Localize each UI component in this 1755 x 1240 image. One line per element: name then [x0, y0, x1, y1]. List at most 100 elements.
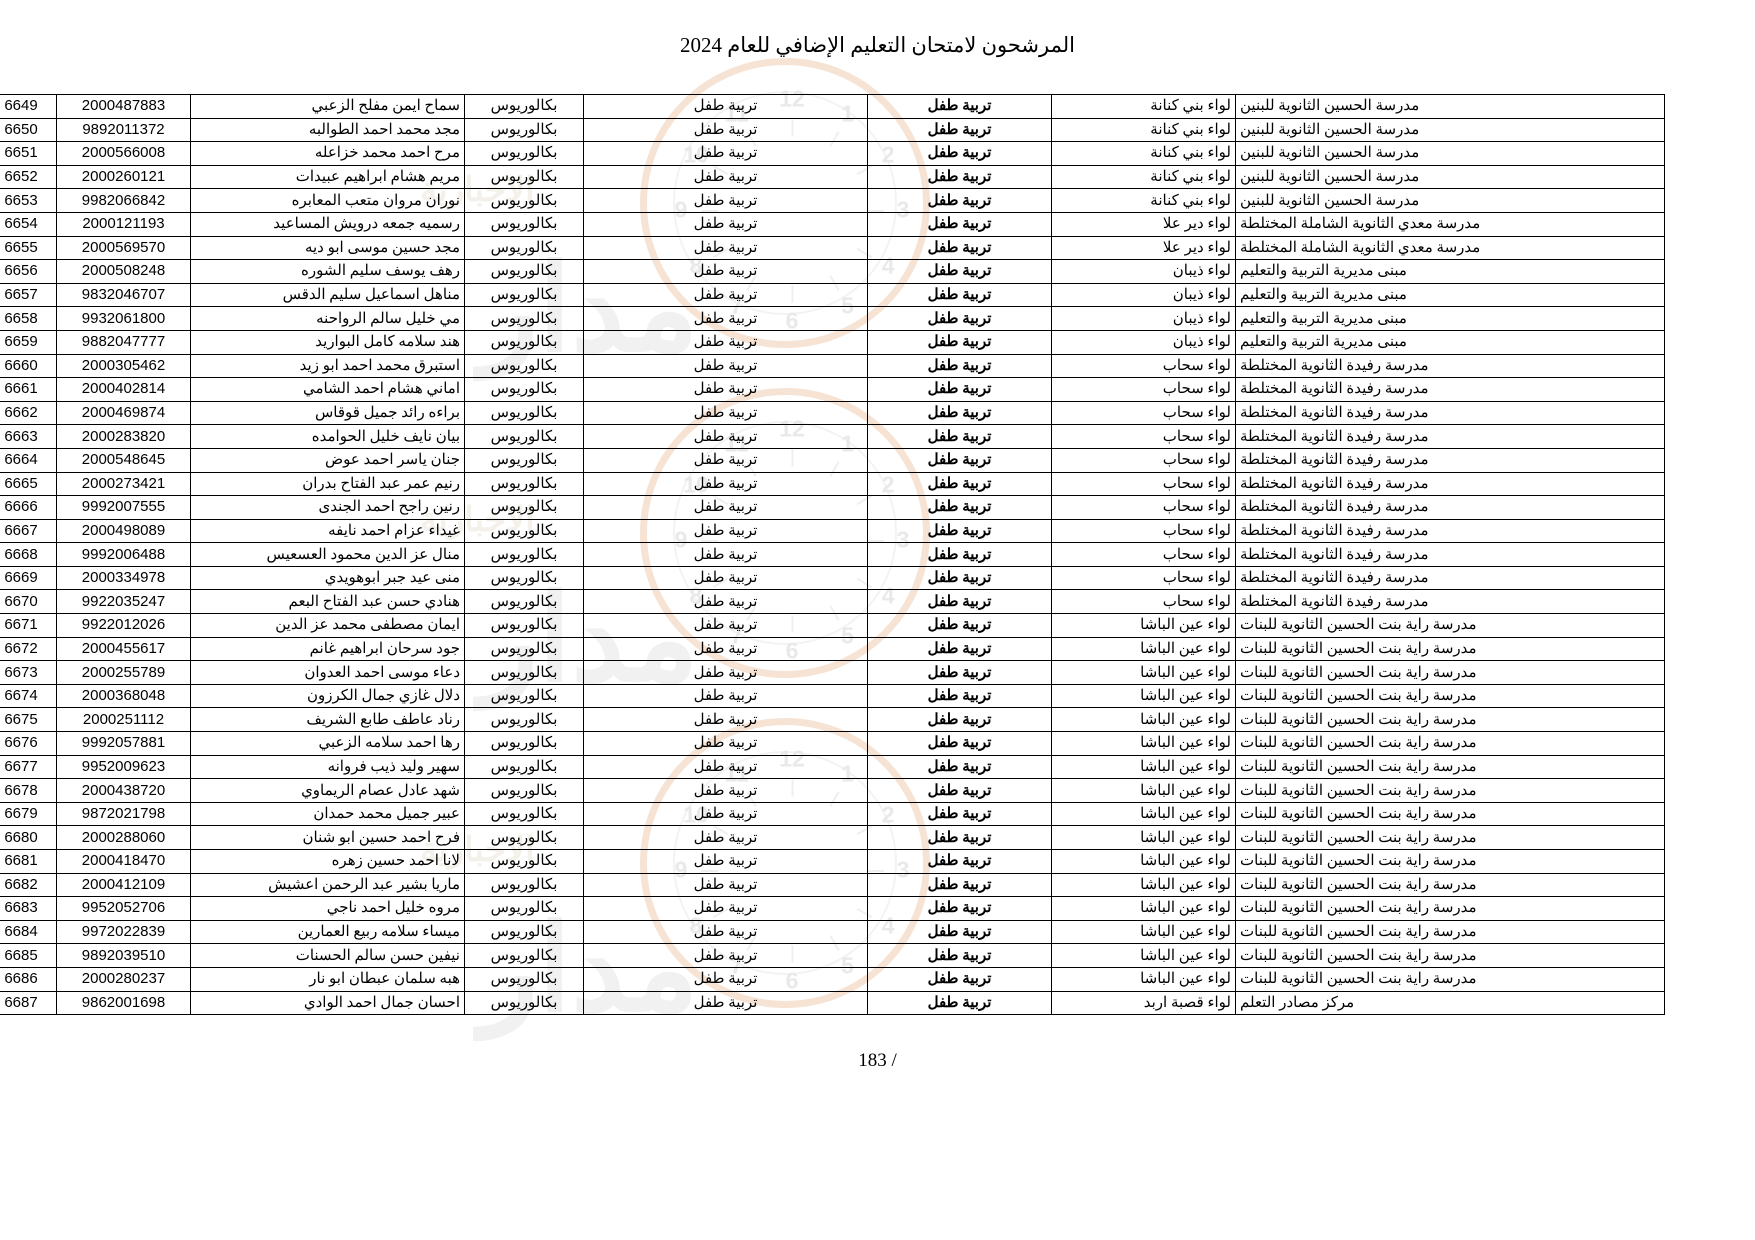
row-sequence: 6681	[0, 849, 57, 874]
row-school: مدرسة راية بنت الحسين الثانوية للبنات	[1235, 707, 1665, 733]
row-national-id: 2000418470	[56, 849, 191, 874]
row-subject: تربية طفل	[867, 943, 1052, 968]
row-degree: بكالوريوس	[464, 164, 584, 190]
row-national-id: 2000438720	[56, 778, 191, 803]
row-school: مدرسة رفيدة الثانوية المختلطة	[1235, 589, 1665, 615]
row-name: ايمان مصطفى محمد عز الدين	[190, 613, 465, 638]
page-title: المرشحون لامتحان التعليم الإضافي للعام 2…	[679, 33, 1075, 57]
row-sequence: 6650	[0, 117, 57, 143]
row-district: لواء عين الباشا	[1051, 849, 1236, 874]
row-degree: بكالوريوس	[464, 424, 584, 449]
row-district: لواء ذيبان	[1051, 306, 1236, 331]
table-row: مدرسة راية بنت الحسين الثانوية للبنات لوا…	[0, 825, 1665, 850]
row-district: لواء سحاب	[1051, 565, 1236, 591]
row-district: لواء عين الباشا	[1051, 636, 1236, 662]
row-specialization: تربية طفل	[583, 636, 868, 662]
row-school: مدرسة معدي الثانوية الشاملة المختلطة	[1235, 211, 1665, 237]
row-name: اماني هشام احمد الشامي	[190, 377, 465, 402]
row-school: مدرسة الحسين الثانوية للبنين	[1235, 188, 1665, 213]
row-specialization: تربية طفل	[583, 778, 868, 803]
row-sequence: 6658	[0, 306, 57, 331]
row-national-id: 9972022839	[56, 919, 191, 945]
row-district: لواء دير علا	[1051, 211, 1236, 237]
row-school: مدرسة راية بنت الحسين الثانوية للبنات	[1235, 778, 1665, 803]
row-national-id: 2000273421	[56, 471, 191, 497]
row-sequence: 6654	[0, 211, 57, 237]
row-school: مبنى مديرية التربية والتعليم	[1235, 259, 1665, 284]
row-district: لواء دير علا	[1051, 235, 1236, 261]
row-school: مدرسة رفيدة الثانوية المختلطة	[1235, 495, 1665, 520]
row-school: مدرسة الحسين الثانوية للبنين	[1235, 94, 1665, 119]
row-specialization: تربية طفل	[583, 282, 868, 308]
row-district: لواء سحاب	[1051, 542, 1236, 567]
row-specialization: تربية طفل	[583, 707, 868, 733]
table-row: مدرسة راية بنت الحسين الثانوية للبنات لوا…	[0, 919, 1665, 945]
row-sequence: 6669	[0, 565, 57, 591]
row-degree: بكالوريوس	[464, 636, 584, 662]
row-specialization: تربية طفل	[583, 306, 868, 331]
row-subject: تربية طفل	[867, 731, 1052, 756]
row-specialization: تربية طفل	[583, 990, 868, 1016]
row-school: مدرسة الحسين الثانوية للبنين	[1235, 117, 1665, 143]
row-national-id: 9992057881	[56, 731, 191, 756]
row-national-id: 2000455617	[56, 636, 191, 662]
row-national-id: 9892039510	[56, 943, 191, 968]
row-subject: تربية طفل	[867, 707, 1052, 733]
row-specialization: تربية طفل	[583, 447, 868, 473]
row-district: لواء عين الباشا	[1051, 683, 1236, 709]
row-district: لواء ذيبان	[1051, 282, 1236, 308]
table-row: مدرسة راية بنت الحسين الثانوية للبنات لوا…	[0, 754, 1665, 780]
row-subject: تربية طفل	[867, 896, 1052, 921]
row-subject: تربية طفل	[867, 565, 1052, 591]
row-national-id: 9922012026	[56, 613, 191, 638]
row-subject: تربية طفل	[867, 400, 1052, 426]
row-name: مجد حسين موسى ابو ديه	[190, 235, 465, 261]
table-row: مدرسة راية بنت الحسين الثانوية للبنات لوا…	[0, 660, 1665, 685]
row-subject: تربية طفل	[867, 211, 1052, 237]
row-district: لواء قصبة اربد	[1051, 990, 1236, 1016]
row-name: هبه سلمان عبطان ابو نار	[190, 966, 465, 992]
row-sequence: 6679	[0, 801, 57, 827]
row-district: لواء بني كنانة	[1051, 117, 1236, 143]
row-sequence: 6685	[0, 943, 57, 968]
table-row: مدرسة رفيدة الثانوية المختلطة لواء سحاب تر…	[0, 471, 1665, 497]
row-national-id: 9992006488	[56, 542, 191, 567]
row-subject: تربية طفل	[867, 164, 1052, 190]
table-body: مدرسة الحسين الثانوية للبنين لواء بني كنا…	[0, 94, 1665, 1016]
row-degree: بكالوريوس	[464, 259, 584, 284]
row-specialization: تربية طفل	[583, 754, 868, 780]
row-school: مبنى مديرية التربية والتعليم	[1235, 329, 1665, 355]
table-row: مدرسة راية بنت الحسين الثانوية للبنات لوا…	[0, 872, 1665, 898]
row-sequence: 6673	[0, 660, 57, 685]
row-sequence: 6659	[0, 329, 57, 355]
row-school: مدرسة راية بنت الحسين الثانوية للبنات	[1235, 825, 1665, 850]
row-school: مدرسة رفيدة الثانوية المختلطة	[1235, 424, 1665, 449]
row-specialization: تربية طفل	[583, 141, 868, 166]
row-district: لواء سحاب	[1051, 589, 1236, 615]
row-sequence: 6678	[0, 778, 57, 803]
row-district: لواء بني كنانة	[1051, 164, 1236, 190]
row-district: لواء سحاب	[1051, 424, 1236, 449]
row-degree: بكالوريوس	[464, 731, 584, 756]
row-national-id: 2000305462	[56, 353, 191, 379]
row-degree: بكالوريوس	[464, 849, 584, 874]
row-subject: تربية طفل	[867, 353, 1052, 379]
table-row: مدرسة رفيدة الثانوية المختلطة لواء سحاب تر…	[0, 353, 1665, 379]
row-name: جنان ياسر احمد عوض	[190, 447, 465, 473]
row-district: لواء بني كنانة	[1051, 188, 1236, 213]
row-degree: بكالوريوس	[464, 754, 584, 780]
row-specialization: تربية طفل	[583, 211, 868, 237]
row-sequence: 6683	[0, 896, 57, 921]
row-district: لواء ذيبان	[1051, 259, 1236, 284]
page-number: 183 /	[858, 1050, 897, 1071]
row-sequence: 6680	[0, 825, 57, 850]
row-degree: بكالوريوس	[464, 117, 584, 143]
table-row: مدرسة رفيدة الثانوية المختلطة لواء سحاب تر…	[0, 424, 1665, 449]
row-sequence: 6676	[0, 731, 57, 756]
row-specialization: تربية طفل	[583, 896, 868, 921]
row-sequence: 6671	[0, 613, 57, 638]
row-name: دلال غازي جمال الكرزون	[190, 683, 465, 709]
table-row: مدرسة رفيدة الثانوية المختلطة لواء سحاب تر…	[0, 589, 1665, 615]
row-specialization: تربية طفل	[583, 872, 868, 898]
row-national-id: 2000548645	[56, 447, 191, 473]
